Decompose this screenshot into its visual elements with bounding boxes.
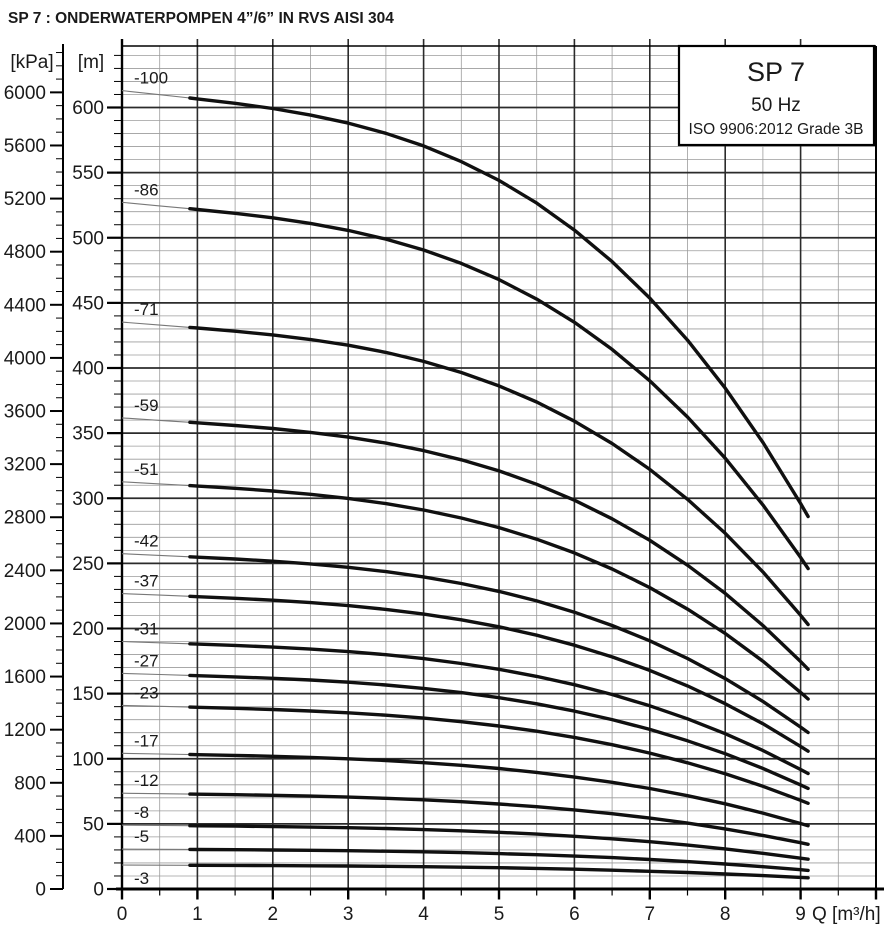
m-tick-label: 550 xyxy=(72,163,104,184)
legend-frequency: 50 Hz xyxy=(751,95,801,116)
pump-curve--12 xyxy=(188,792,810,846)
m-tick-label: 600 xyxy=(72,98,104,119)
pump-curve--8 xyxy=(188,824,810,861)
x-tick-label: 9 xyxy=(795,904,806,925)
pump-curve-thin--100 xyxy=(121,90,190,99)
pump-curve-label--37: -37 xyxy=(134,572,159,591)
kpa-tick-label: 4000 xyxy=(4,348,46,369)
pump-curve--31 xyxy=(188,642,810,776)
axis-tick-labels: 0400800120016002000240028003200360040004… xyxy=(4,83,806,925)
x-tick-label: 1 xyxy=(192,904,203,925)
pump-curve--42 xyxy=(188,555,810,735)
pump-curve-label--5: -5 xyxy=(134,827,149,846)
pump-curve-thin--59 xyxy=(121,417,190,423)
pump-curve--59 xyxy=(188,420,810,671)
pump-curve--27 xyxy=(188,673,810,791)
kpa-tick-label: 2000 xyxy=(4,614,46,635)
pump-curve-label--17: -17 xyxy=(134,731,159,750)
kpa-tick-label: 4400 xyxy=(4,295,46,316)
kpa-tick-label: 5600 xyxy=(4,136,46,157)
x-tick-label: 3 xyxy=(343,904,354,925)
axis-ticks xyxy=(50,52,878,900)
pump-curve--71 xyxy=(188,325,810,627)
page-title: SP 7 : ONDERWATERPOMPEN 4”/6” IN RVS AIS… xyxy=(8,10,394,27)
kpa-tick-label: 1600 xyxy=(4,667,46,688)
pump-curves xyxy=(121,90,810,880)
pump-curve-thin--42 xyxy=(121,553,190,558)
kpa-tick-label: 3600 xyxy=(4,402,46,423)
pump-curve--23 xyxy=(188,705,810,805)
pump-curve-label--59: -59 xyxy=(134,396,159,415)
m-tick-label: 150 xyxy=(72,684,104,705)
kpa-axis-unit-label: [kPa] xyxy=(10,52,53,73)
x-tick-label: 8 xyxy=(720,904,731,925)
pump-curve-label--51: -51 xyxy=(134,460,159,479)
pump-curve--17 xyxy=(188,752,810,828)
pump-curve-label--12: -12 xyxy=(134,771,159,790)
pump-curve-thin--8 xyxy=(121,824,190,827)
pump-curve-label--42: -42 xyxy=(134,532,159,551)
pump-curve-label--71: -71 xyxy=(134,300,159,319)
kpa-tick-label: 5200 xyxy=(4,189,46,210)
pump-curve--3 xyxy=(188,863,810,880)
pump-curve--37 xyxy=(188,594,810,753)
m-tick-label: 500 xyxy=(72,228,104,249)
x-tick-label: 0 xyxy=(117,904,128,925)
m-tick-label: 0 xyxy=(93,880,104,901)
pump-curve-thin--31 xyxy=(121,640,190,645)
legend-iso-standard: ISO 9906:2012 Grade 3B xyxy=(689,121,864,138)
kpa-tick-label: 400 xyxy=(14,826,46,847)
legend-box-frame xyxy=(677,44,876,147)
x-tick-label: 5 xyxy=(494,904,505,925)
pump-curve--100 xyxy=(188,96,810,519)
m-tick-label: 100 xyxy=(72,749,104,770)
pump-curve-thin--27 xyxy=(121,672,190,676)
kpa-tick-label: 6000 xyxy=(4,83,46,104)
x-tick-label: 7 xyxy=(645,904,656,925)
x-tick-label: 6 xyxy=(569,904,580,925)
pump-curve-label--27: -27 xyxy=(134,651,159,670)
kpa-tick-label: 4800 xyxy=(4,242,46,263)
pump-curve-thin--86 xyxy=(121,201,190,210)
pump-curve-label--100: -100 xyxy=(134,69,168,88)
m-tick-label: 350 xyxy=(72,424,104,445)
pump-curve-label--23: -23 xyxy=(134,683,159,702)
x-tick-label: 2 xyxy=(268,904,279,925)
pump-curve-label--3: -3 xyxy=(134,869,149,888)
pump-curve-thin--71 xyxy=(121,321,190,328)
m-tick-label: 450 xyxy=(72,293,104,314)
m-tick-label: 250 xyxy=(72,554,104,575)
pump-curve--86 xyxy=(188,207,810,571)
m-axis-unit-label: [m] xyxy=(78,52,104,73)
kpa-tick-label: 800 xyxy=(14,773,46,794)
kpa-tick-label: 1200 xyxy=(4,720,46,741)
m-tick-label: 50 xyxy=(83,814,104,835)
m-tick-label: 300 xyxy=(72,489,104,510)
kpa-tick-label: 3200 xyxy=(4,455,46,476)
pump-curve-thin--23 xyxy=(121,704,190,708)
pump-curve--51 xyxy=(188,483,810,701)
kpa-tick-label: 0 xyxy=(35,880,46,901)
pump-curve-label--31: -31 xyxy=(134,619,159,638)
pump-curve-thin--51 xyxy=(121,481,190,487)
pump-curve-thin--37 xyxy=(121,593,190,597)
pump-curve-thin--17 xyxy=(121,752,190,756)
pump-curve-thin--12 xyxy=(121,792,190,795)
x-axis-unit-label: Q [m³/h] xyxy=(812,904,881,925)
pump-curve-label--86: -86 xyxy=(134,180,159,199)
pump-curve-labels: -100 -86 -71 -59 -51 -42 -37 -31 -27 -23 -17 -12 -8 -… xyxy=(134,69,168,888)
legend-pump-model: SP 7 xyxy=(747,57,805,87)
m-tick-label: 200 xyxy=(72,619,104,640)
legend-box: SP 7 50 Hz ISO 9906:2012 Grade 3B xyxy=(677,44,876,147)
kpa-tick-label: 2400 xyxy=(4,561,46,582)
pump-curve--5 xyxy=(188,847,810,873)
kpa-tick-label: 2800 xyxy=(4,508,46,529)
x-tick-label: 4 xyxy=(418,904,429,925)
pump-curve-label--8: -8 xyxy=(134,803,149,822)
m-tick-label: 400 xyxy=(72,359,104,380)
